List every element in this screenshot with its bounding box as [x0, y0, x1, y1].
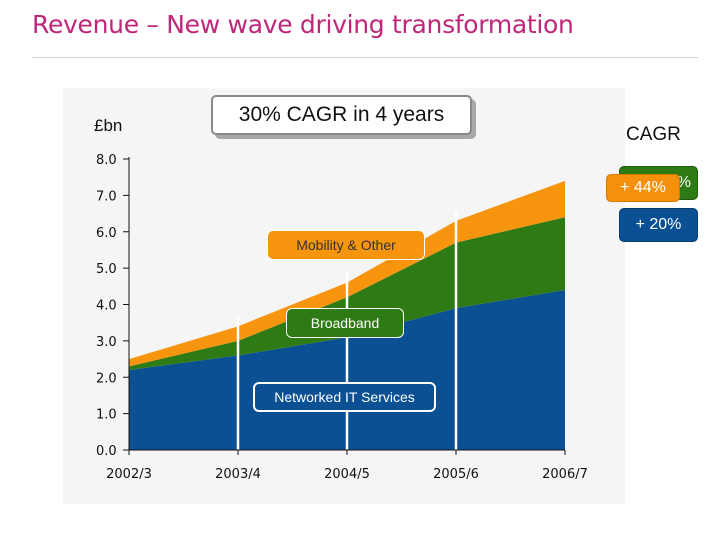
- y-tick-label: 6.0: [96, 226, 117, 241]
- cagr-badge-mobility: + 44%: [606, 174, 680, 202]
- series-label-mobility: Mobility & Other: [267, 230, 425, 260]
- y-tick-label: 8.0: [96, 153, 117, 168]
- y-tick-label: 3.0: [96, 335, 117, 350]
- x-tick-label: 2002/3: [106, 467, 152, 482]
- y-tick-label: 2.0: [96, 371, 117, 386]
- slide-title: Revenue – New wave driving transformatio…: [32, 10, 574, 39]
- cagr-heading: CAGR: [626, 124, 681, 145]
- y-tick-label: 5.0: [96, 262, 117, 277]
- cagr-callout: 30% CAGR in 4 years: [211, 95, 472, 135]
- y-axis-unit-label: £bn: [94, 116, 123, 135]
- y-tick-label: 7.0: [96, 189, 117, 204]
- cagr-badge-networked-it: + 20%: [619, 208, 698, 242]
- x-tick-label: 2006/7: [542, 467, 588, 482]
- x-tick-label: 2004/5: [324, 467, 370, 482]
- y-tick-label: 1.0: [96, 408, 117, 423]
- x-tick-label: 2003/4: [215, 467, 261, 482]
- y-tick-label: 4.0: [96, 299, 117, 314]
- y-tick-label: 0.0: [96, 444, 117, 459]
- series-label-networked-it: Networked IT Services: [253, 382, 436, 412]
- x-tick-label: 2005/6: [433, 467, 479, 482]
- title-divider: [32, 57, 698, 58]
- series-label-broadband: Broadband: [286, 308, 404, 338]
